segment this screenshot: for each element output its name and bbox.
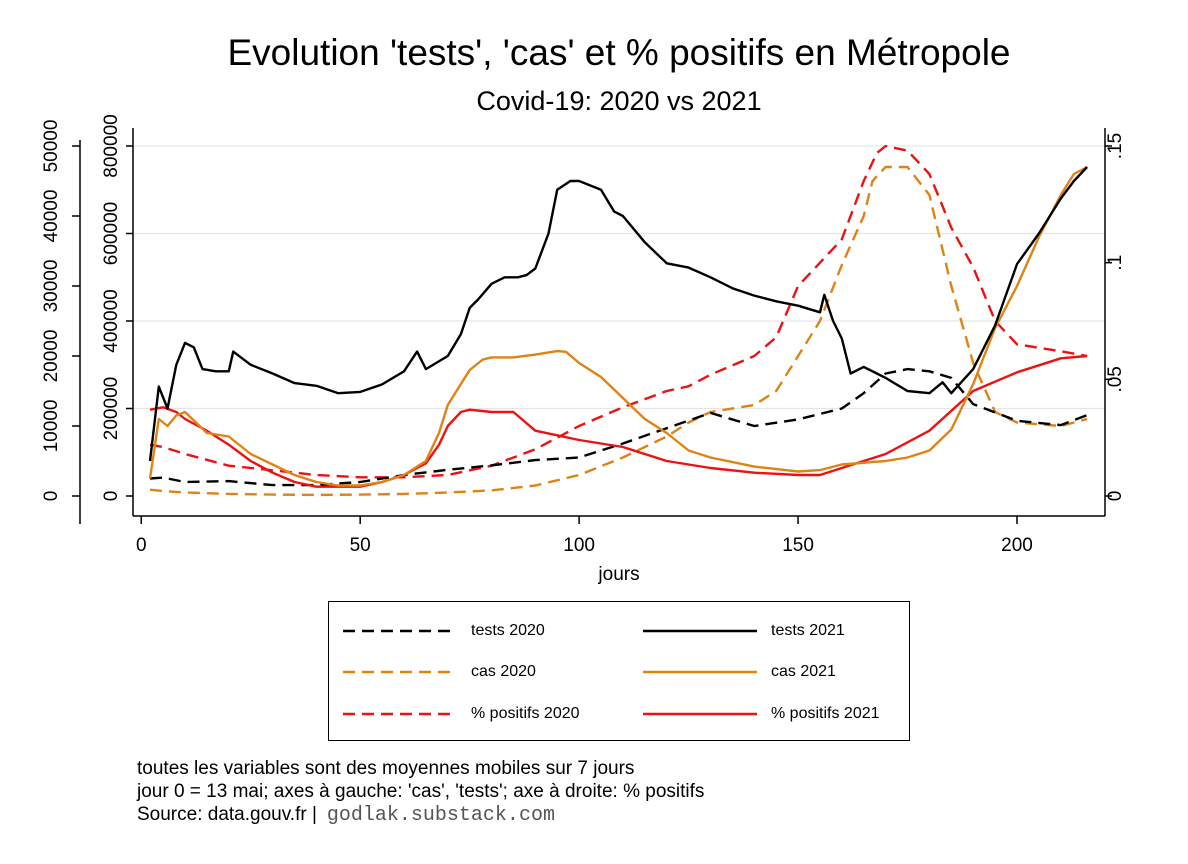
cas-tick-label: 50000 [41, 120, 62, 173]
series-line-cas-2021 [148, 165, 1088, 487]
tests-tick-label: 400000 [101, 289, 122, 352]
legend-label: tests 2021 [771, 622, 845, 639]
legend-swatch [643, 712, 757, 716]
tests-tick-label: 0 [101, 491, 122, 502]
legend-swatch [343, 629, 457, 633]
legend-swatch [343, 670, 457, 674]
chart-title: Evolution 'tests', 'cas' et % positifs e… [227, 32, 1011, 73]
tests-tick-label: 800000 [101, 114, 122, 177]
legend-item: % positifs 2021 [641, 703, 880, 725]
legend-label: tests 2020 [471, 622, 545, 639]
x-tick-label: 50 [350, 535, 371, 556]
cas-tick-label: 20000 [41, 330, 62, 383]
series-line--positifs-2020 [149, 144, 1088, 479]
pos-tick-label: .05 [1105, 366, 1126, 392]
credit-text: godlak.substack.com [326, 804, 555, 827]
cas-tick-label: 30000 [41, 260, 62, 313]
series-line--positifs-2021 [149, 354, 1088, 488]
legend-swatch [343, 712, 457, 716]
legend-label: % positifs 2021 [771, 705, 880, 722]
source-text: Source: data.gouv.fr | [137, 804, 317, 825]
legend-swatch [643, 629, 757, 633]
cas-tick-label: 40000 [41, 190, 62, 243]
note-line-2: jour 0 = 13 mai; axes à gauche: 'cas', '… [137, 781, 705, 802]
legend-item: tests 2021 [641, 620, 845, 642]
pos-tick-label: .1 [1105, 255, 1126, 271]
legend-swatch [643, 670, 757, 674]
note-line-1: toutes les variables sont des moyennes m… [137, 758, 635, 779]
legend-item: cas 2020 [341, 661, 536, 683]
pos-tick-label: 0 [1105, 491, 1126, 502]
legend-item: tests 2020 [341, 620, 545, 642]
series-line-tests-2021 [148, 166, 1088, 462]
legend-label: % positifs 2020 [471, 705, 580, 722]
note-line-3: Source: data.gouv.fr | godlak.substack.co… [137, 804, 555, 827]
x-tick-label: 150 [782, 535, 814, 556]
cas-tick-label: 10000 [41, 400, 62, 453]
pos-tick-label: .15 [1105, 133, 1126, 159]
legend: tests 2020 tests 2021 cas 2020 cas 2021 % po… [328, 601, 910, 741]
legend-label: cas 2021 [771, 663, 836, 680]
tests-tick-label: 200000 [101, 377, 122, 440]
series-line-tests-2020 [149, 367, 1088, 487]
legend-item: cas 2021 [641, 661, 836, 683]
series-line-cas-2020 [149, 165, 1088, 497]
tests-tick-label: 600000 [101, 202, 122, 265]
legend-item: % positifs 2020 [341, 703, 580, 725]
cas-tick-label: 0 [41, 491, 62, 502]
chart-subtitle: Covid-19: 2020 vs 2021 [476, 86, 762, 116]
x-tick-label: 200 [1001, 535, 1033, 556]
x-axis-label: jours [597, 564, 639, 585]
legend-label: cas 2020 [471, 663, 536, 680]
x-tick-label: 0 [136, 535, 147, 556]
x-tick-label: 100 [563, 535, 595, 556]
